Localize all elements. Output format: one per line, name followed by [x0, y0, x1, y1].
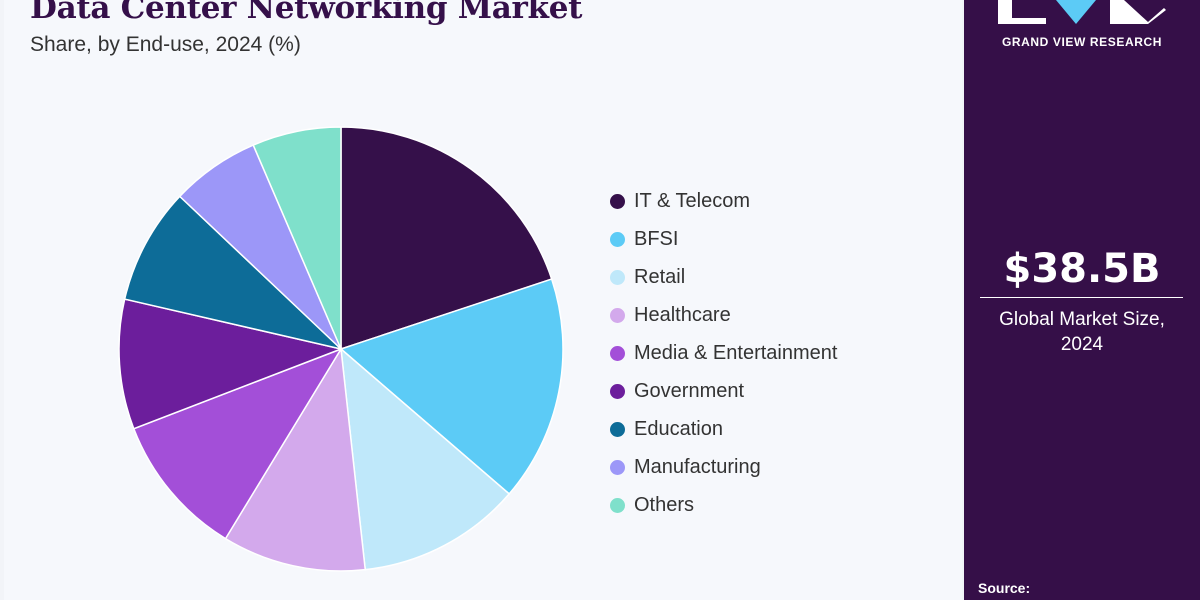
legend-label-government: Government [634, 379, 745, 402]
chart-panel: Data Center Networking Market Share, by … [4, 0, 962, 600]
legend-swatch-it-telecom [610, 193, 625, 209]
pie-slice-education [123, 195, 344, 351]
brand-name: GRAND VIEW RESEARCH [1001, 35, 1163, 49]
market-size-label: Global Market Size, 2024 [964, 307, 1200, 357]
pie-chart [118, 126, 564, 572]
pie-slice-retail [340, 347, 511, 571]
legend-item-manufacturing: Manufacturing [610, 448, 837, 486]
legend-item-it-telecom: IT & Telecom [610, 182, 837, 220]
chart-subtitle: Share, by End-use, 2024 (%) [30, 33, 301, 56]
legend-swatch-healthcare [610, 307, 625, 323]
pie-slice-healthcare [224, 346, 367, 572]
market-size-label-line1: Global Market Size, [999, 309, 1165, 330]
market-size-value: $38.5B [1003, 246, 1161, 292]
market-size-label-line2: 2024 [1060, 334, 1104, 355]
legend-swatch-others [610, 497, 625, 513]
legend-swatch-retail [610, 269, 625, 285]
legend-label-others: Others [634, 493, 695, 516]
legend-item-government: Government [610, 372, 837, 410]
legend-swatch-bfsi [610, 231, 625, 247]
legend-label-education: Education [634, 417, 723, 440]
legend-item-others: Others [610, 486, 837, 524]
legend-item-healthcare: Healthcare [610, 296, 837, 334]
pie-slice-bfsi [339, 278, 564, 495]
gvr-logo-icon [998, 0, 1166, 24]
legend-item-retail: Retail [610, 258, 837, 296]
source-label: Source: [978, 580, 1031, 596]
legend-swatch-manufacturing [610, 459, 625, 475]
legend-label-media-entertainment: Media & Entertainment [634, 341, 838, 364]
legend-label-healthcare: Healthcare [634, 303, 731, 326]
legend-swatch-government [610, 383, 625, 399]
legend-item-bfsi: BFSI [610, 220, 837, 258]
market-size-divider [980, 297, 1183, 298]
market-summary-panel: GRAND VIEW RESEARCH $38.5B Global Market… [964, 0, 1200, 600]
legend-item-media-entertainment: Media & Entertainment [610, 334, 837, 372]
legend-swatch-media-entertainment [610, 345, 625, 361]
pie-slice-government [118, 298, 344, 430]
pie-slice-it-telecom [340, 126, 553, 351]
legend-label-it-telecom: IT & Telecom [634, 189, 750, 212]
legend: IT & Telecom BFSI Retail Healthcare Media & … [610, 182, 837, 524]
pie-slice-media-entertainment [132, 347, 343, 540]
chart-title: Data Center Networking Market [30, 0, 583, 26]
pie-slice-others [252, 126, 342, 350]
legend-label-retail: Retail [634, 265, 686, 288]
legend-label-manufacturing: Manufacturing [634, 455, 761, 478]
legend-swatch-education [610, 421, 625, 437]
legend-label-bfsi: BFSI [634, 227, 679, 250]
legend-item-education: Education [610, 410, 837, 448]
